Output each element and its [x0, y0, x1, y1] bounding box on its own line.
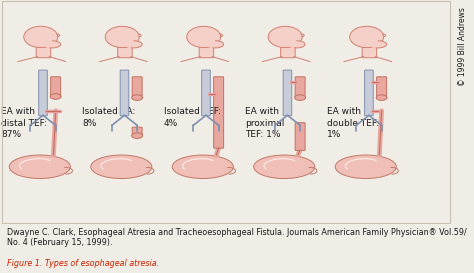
FancyBboxPatch shape [36, 43, 51, 58]
FancyBboxPatch shape [120, 70, 129, 116]
Text: EA with
double TEF:
1%: EA with double TEF: 1% [327, 108, 379, 139]
FancyBboxPatch shape [132, 77, 142, 99]
Ellipse shape [369, 41, 387, 48]
Ellipse shape [295, 95, 306, 100]
Ellipse shape [125, 41, 142, 48]
FancyBboxPatch shape [132, 127, 142, 136]
Ellipse shape [9, 155, 71, 179]
FancyBboxPatch shape [295, 123, 305, 150]
Ellipse shape [350, 26, 383, 48]
Ellipse shape [132, 133, 143, 138]
Ellipse shape [91, 155, 152, 179]
Ellipse shape [172, 155, 233, 179]
Ellipse shape [335, 155, 396, 179]
FancyBboxPatch shape [201, 70, 210, 116]
Text: Figure 1. Types of esophageal atresia.: Figure 1. Types of esophageal atresia. [7, 259, 159, 268]
Ellipse shape [254, 155, 315, 179]
Ellipse shape [50, 94, 61, 99]
FancyBboxPatch shape [362, 43, 377, 58]
FancyBboxPatch shape [283, 70, 292, 116]
FancyBboxPatch shape [118, 43, 132, 58]
FancyBboxPatch shape [295, 77, 305, 99]
Ellipse shape [206, 41, 224, 48]
Text: Dwayne C. Clark, Esophageal Atresia and Tracheoesophageal Fistula. Journals Amer: Dwayne C. Clark, Esophageal Atresia and … [7, 228, 467, 247]
Ellipse shape [132, 95, 143, 100]
Ellipse shape [24, 26, 58, 48]
Ellipse shape [44, 41, 61, 48]
FancyBboxPatch shape [51, 77, 61, 97]
FancyBboxPatch shape [281, 43, 295, 58]
FancyBboxPatch shape [39, 70, 47, 116]
Text: EA with
proximal
TEF: 1%: EA with proximal TEF: 1% [246, 108, 285, 139]
Text: EA with
distal TEF:
87%: EA with distal TEF: 87% [1, 108, 47, 139]
Ellipse shape [376, 95, 387, 100]
FancyBboxPatch shape [365, 70, 373, 116]
Text: © 1999 Bill Andrews: © 1999 Bill Andrews [458, 7, 467, 86]
Ellipse shape [268, 26, 302, 48]
Text: Isolated EA:
8%: Isolated EA: 8% [82, 108, 136, 127]
FancyBboxPatch shape [377, 77, 387, 99]
Text: Isolated TEF:
4%: Isolated TEF: 4% [164, 108, 221, 127]
FancyBboxPatch shape [199, 43, 214, 58]
Ellipse shape [105, 26, 139, 48]
Ellipse shape [187, 26, 221, 48]
Ellipse shape [288, 41, 305, 48]
FancyBboxPatch shape [214, 77, 224, 148]
